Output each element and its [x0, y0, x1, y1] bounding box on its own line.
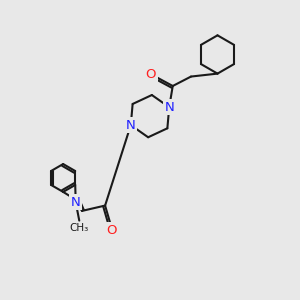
Text: O: O	[146, 68, 156, 81]
Text: O: O	[106, 224, 117, 237]
Text: N: N	[164, 101, 174, 114]
Text: N: N	[126, 118, 136, 132]
Text: CH₃: CH₃	[70, 223, 89, 233]
Text: N: N	[71, 196, 81, 209]
